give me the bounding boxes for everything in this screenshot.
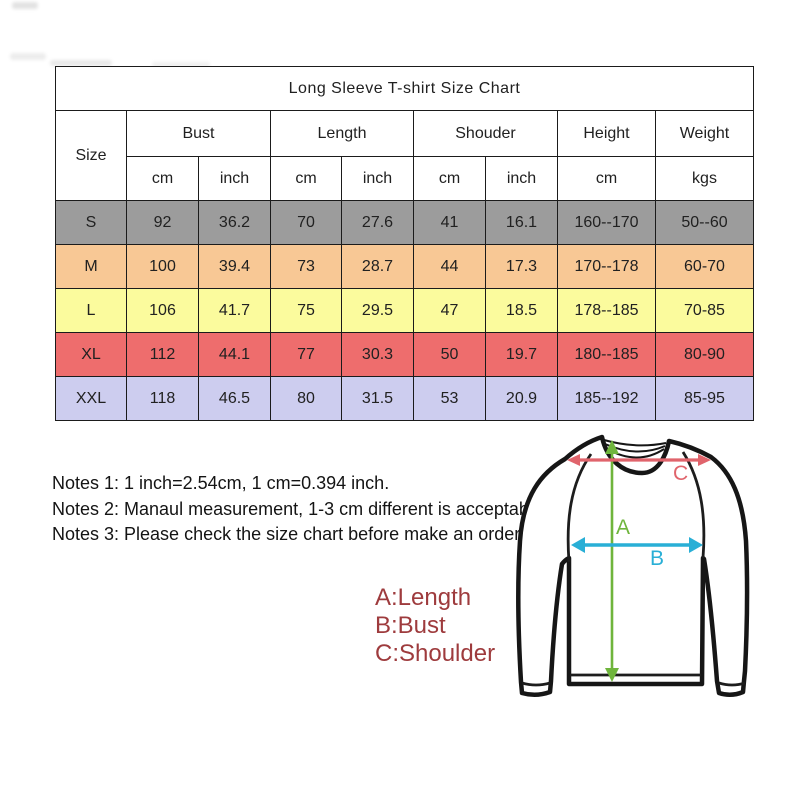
- watermark-artifact: [152, 62, 210, 67]
- col-header-bust: Bust: [126, 110, 271, 157]
- value-cell: 16.1: [485, 200, 558, 245]
- value-cell: 30.3: [341, 332, 414, 377]
- value-cell: 17.3: [485, 244, 558, 289]
- value-cell: 77: [270, 332, 342, 377]
- size-cell: XL: [55, 332, 127, 377]
- value-cell: 29.5: [341, 288, 414, 333]
- col-header-length: Length: [270, 110, 414, 157]
- value-cell: 70: [270, 200, 342, 245]
- tshirt-outline: [515, 434, 750, 697]
- subheader-shoulder-inch: inch: [485, 156, 558, 201]
- bust-arrow: [571, 537, 703, 553]
- value-cell: 185--192: [557, 376, 656, 421]
- note-line: Notes 2: Manaul measurement, 1-3 cm diff…: [52, 498, 548, 519]
- note-line: Notes 1: 1 inch=2.54cm, 1 cm=0.394 inch.: [52, 473, 390, 493]
- value-cell: 27.6: [341, 200, 414, 245]
- value-cell: 160--170: [557, 200, 656, 245]
- table-row: XL 112 44.1 77 30.3 50 19.7 180--185 80-90: [55, 332, 754, 377]
- subheader-weight-kgs: kgs: [655, 156, 754, 201]
- table-row: M 100 39.4 73 28.7 44 17.3 170--178 60-70: [55, 244, 754, 289]
- seam-lines: [521, 451, 746, 687]
- legend-bust: B:Bust: [375, 612, 446, 639]
- value-cell: 19.7: [485, 332, 558, 377]
- value-cell: 106: [126, 288, 199, 333]
- value-cell: 50--60: [655, 200, 754, 245]
- size-chart-table: Long Sleeve T-shirt Size Chart Size Bust…: [55, 66, 754, 421]
- value-cell: 75: [270, 288, 342, 333]
- value-cell: 100: [126, 244, 199, 289]
- value-cell: 44.1: [198, 332, 271, 377]
- value-cell: 92: [126, 200, 199, 245]
- col-header-shoulder: Shouder: [413, 110, 558, 157]
- value-cell: 39.4: [198, 244, 271, 289]
- value-cell: 20.9: [485, 376, 558, 421]
- size-cell: L: [55, 288, 127, 333]
- value-cell: 180--185: [557, 332, 656, 377]
- watermark-artifact: [10, 53, 46, 60]
- value-cell: 41.7: [198, 288, 271, 333]
- value-cell: 80: [270, 376, 342, 421]
- col-header-height: Height: [557, 110, 656, 157]
- size-cell: XXL: [55, 376, 127, 421]
- tshirt-diagram: A B C: [495, 416, 795, 726]
- subheader-length-inch: inch: [341, 156, 414, 201]
- notes-block: Notes 1: 1 inch=2.54cm, 1 cm=0.394 inch.…: [52, 471, 548, 548]
- value-cell: 50: [413, 332, 486, 377]
- value-cell: 41: [413, 200, 486, 245]
- value-cell: 31.5: [341, 376, 414, 421]
- value-cell: 60-70: [655, 244, 754, 289]
- size-cell: M: [55, 244, 127, 289]
- watermark-artifact: [12, 2, 38, 9]
- value-cell: 44: [413, 244, 486, 289]
- value-cell: 46.5: [198, 376, 271, 421]
- legend-shoulder: C:Shoulder: [375, 640, 496, 667]
- shoulder-arrow: [567, 454, 711, 466]
- table-row: XXL 118 46.5 80 31.5 53 20.9 185--192 85-95: [55, 376, 754, 421]
- legend-length: A:Length: [375, 584, 472, 611]
- measurement-legend: A:Length B:Bust C:Shoulder: [375, 584, 495, 668]
- subheader-shoulder-cm: cm: [413, 156, 486, 201]
- subheader-bust-inch: inch: [198, 156, 271, 201]
- chart-title: Long Sleeve T-shirt Size Chart: [55, 66, 754, 111]
- value-cell: 73: [270, 244, 342, 289]
- col-header-size: Size: [55, 110, 127, 201]
- col-header-weight: Weight: [655, 110, 754, 157]
- value-cell: 170--178: [557, 244, 656, 289]
- value-cell: 18.5: [485, 288, 558, 333]
- table-row: L 106 41.7 75 29.5 47 18.5 178--185 70-85: [55, 288, 754, 333]
- table-row: S 92 36.2 70 27.6 41 16.1 160--170 50--60: [55, 200, 754, 245]
- value-cell: 47: [413, 288, 486, 333]
- subheader-length-cm: cm: [270, 156, 342, 201]
- value-cell: 70-85: [655, 288, 754, 333]
- value-cell: 36.2: [198, 200, 271, 245]
- size-cell: S: [55, 200, 127, 245]
- watermark-artifact: [50, 60, 112, 66]
- value-cell: 53: [413, 376, 486, 421]
- value-cell: 178--185: [557, 288, 656, 333]
- size-table-body: S 92 36.2 70 27.6 41 16.1 160--170 50--60 M 100 39.…: [55, 200, 754, 421]
- length-arrow: [605, 440, 619, 682]
- shoulder-arrow-label: C: [673, 462, 688, 485]
- value-cell: 80-90: [655, 332, 754, 377]
- value-cell: 112: [126, 332, 199, 377]
- value-cell: 118: [126, 376, 199, 421]
- tshirt-illustration: A B C: [515, 434, 750, 697]
- bust-arrow-label: B: [650, 547, 664, 570]
- subheader-bust-cm: cm: [126, 156, 199, 201]
- note-line: Notes 3: Please check the size chart bef…: [52, 524, 525, 544]
- subheader-height-cm: cm: [557, 156, 656, 201]
- value-cell: 28.7: [341, 244, 414, 289]
- length-arrow-label: A: [616, 516, 630, 539]
- value-cell: 85-95: [655, 376, 754, 421]
